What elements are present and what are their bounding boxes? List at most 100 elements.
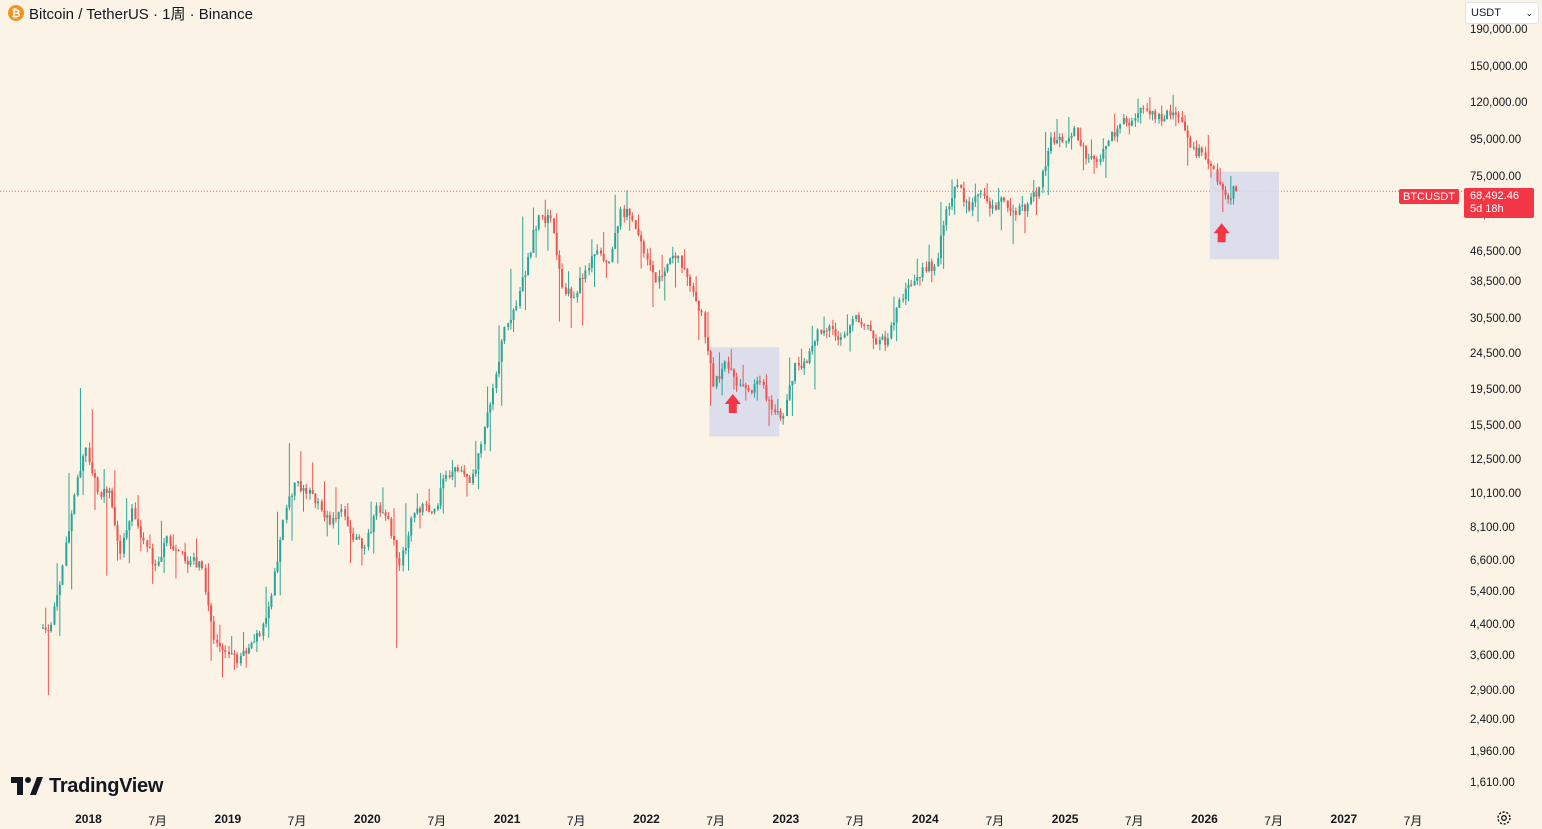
candle-body bbox=[1049, 137, 1052, 152]
candle-body bbox=[314, 493, 317, 504]
candle-body bbox=[706, 337, 709, 352]
currency-select[interactable]: USDT ⌄ bbox=[1465, 2, 1539, 24]
candle-body bbox=[732, 369, 735, 377]
candle-body bbox=[1116, 128, 1119, 137]
price-tick: 30,500.00 bbox=[1470, 313, 1522, 325]
candle-body bbox=[1104, 146, 1107, 149]
candle-body bbox=[820, 329, 823, 334]
candle-body bbox=[1200, 147, 1203, 153]
candle-body bbox=[651, 265, 654, 273]
price-tick: 12,500.00 bbox=[1470, 453, 1522, 466]
candle-body bbox=[418, 508, 421, 513]
price-tick: 6,600.00 bbox=[1470, 554, 1515, 567]
candle-body bbox=[666, 264, 669, 272]
candle-body bbox=[637, 228, 640, 236]
candle-body bbox=[898, 299, 901, 308]
candle-body bbox=[79, 470, 82, 478]
price-tick: 190,000.00 bbox=[1470, 24, 1528, 37]
candle-body bbox=[1018, 206, 1021, 216]
candle-body bbox=[616, 226, 619, 233]
candle-body bbox=[561, 268, 564, 288]
candle-body bbox=[1151, 111, 1154, 115]
candle-body bbox=[317, 501, 320, 504]
candle-body bbox=[181, 551, 184, 553]
candle-body bbox=[1134, 118, 1137, 121]
candle-body bbox=[416, 508, 419, 514]
candle-body bbox=[334, 518, 337, 520]
candle-body bbox=[579, 277, 582, 293]
candle-body bbox=[1232, 186, 1235, 199]
candle-body bbox=[454, 467, 457, 472]
candle-body bbox=[189, 560, 192, 565]
candle-body bbox=[302, 487, 305, 492]
candle-body bbox=[1158, 113, 1161, 120]
price-tick: 2,400.00 bbox=[1470, 714, 1515, 727]
candle-body bbox=[884, 336, 887, 345]
candle-body bbox=[407, 535, 410, 548]
candle-body bbox=[134, 508, 137, 520]
candle-body bbox=[916, 276, 919, 281]
candle-body bbox=[65, 542, 68, 566]
candle-body bbox=[921, 267, 924, 278]
candle-body bbox=[968, 201, 971, 211]
candle-body bbox=[480, 444, 483, 454]
candle-body bbox=[600, 250, 603, 254]
candle-body bbox=[1056, 140, 1059, 144]
candle-body bbox=[602, 253, 605, 261]
candle-body bbox=[299, 481, 302, 492]
candle-body bbox=[521, 277, 524, 292]
candle-body bbox=[683, 267, 686, 269]
candle-body bbox=[1058, 136, 1061, 141]
symbol-header[interactable]: ₿ Bitcoin / TetherUS · 1周 · Binance bbox=[8, 3, 253, 23]
candle-body bbox=[1139, 107, 1142, 114]
candle-body bbox=[56, 595, 59, 607]
candle-body bbox=[788, 385, 791, 400]
candle-body bbox=[744, 384, 747, 389]
candle-body bbox=[93, 473, 96, 478]
candle-body bbox=[1026, 203, 1029, 212]
gear-icon[interactable] bbox=[1495, 809, 1513, 827]
candle-body bbox=[614, 232, 617, 249]
candle-body bbox=[174, 549, 177, 551]
symbol-title: Bitcoin / TetherUS · 1周 · Binance bbox=[29, 5, 253, 23]
candle-body bbox=[742, 384, 745, 386]
candle-body bbox=[948, 206, 951, 210]
candle-body bbox=[326, 515, 329, 518]
candle-body bbox=[200, 561, 203, 569]
time-tick: 7月 bbox=[287, 814, 307, 828]
candle-body bbox=[360, 538, 363, 549]
time-tick: 2019 bbox=[214, 812, 242, 826]
candle-body bbox=[986, 195, 989, 202]
price-tick: 1,610.00 bbox=[1470, 777, 1515, 790]
candle-body bbox=[623, 208, 626, 218]
candle-body bbox=[605, 260, 608, 263]
candle-body bbox=[305, 487, 308, 494]
candle-body bbox=[88, 447, 91, 463]
candle-body bbox=[328, 515, 331, 525]
candle-body bbox=[1085, 146, 1088, 159]
candle-body bbox=[308, 489, 311, 494]
candle-body bbox=[495, 373, 498, 389]
tradingview-logo[interactable]: TradingView bbox=[11, 772, 163, 800]
candle-body bbox=[465, 474, 468, 477]
candle-body bbox=[794, 362, 797, 381]
candle-body bbox=[535, 229, 538, 231]
candle-body bbox=[100, 491, 103, 497]
candle-body bbox=[892, 322, 895, 326]
candle-body bbox=[962, 188, 965, 202]
candle-body bbox=[363, 546, 366, 549]
candle-body bbox=[843, 334, 846, 338]
candle-body bbox=[663, 271, 666, 277]
candle-body bbox=[776, 411, 779, 413]
candle-body bbox=[73, 495, 76, 514]
candle-body bbox=[770, 399, 773, 410]
candle-body bbox=[544, 216, 547, 223]
candle-body bbox=[768, 399, 771, 401]
candle-body bbox=[689, 276, 692, 286]
time-tick: 2022 bbox=[633, 812, 660, 826]
candle-body bbox=[558, 255, 561, 269]
candle-body bbox=[50, 624, 53, 632]
candle-body bbox=[486, 412, 489, 427]
candle-body bbox=[224, 650, 227, 653]
